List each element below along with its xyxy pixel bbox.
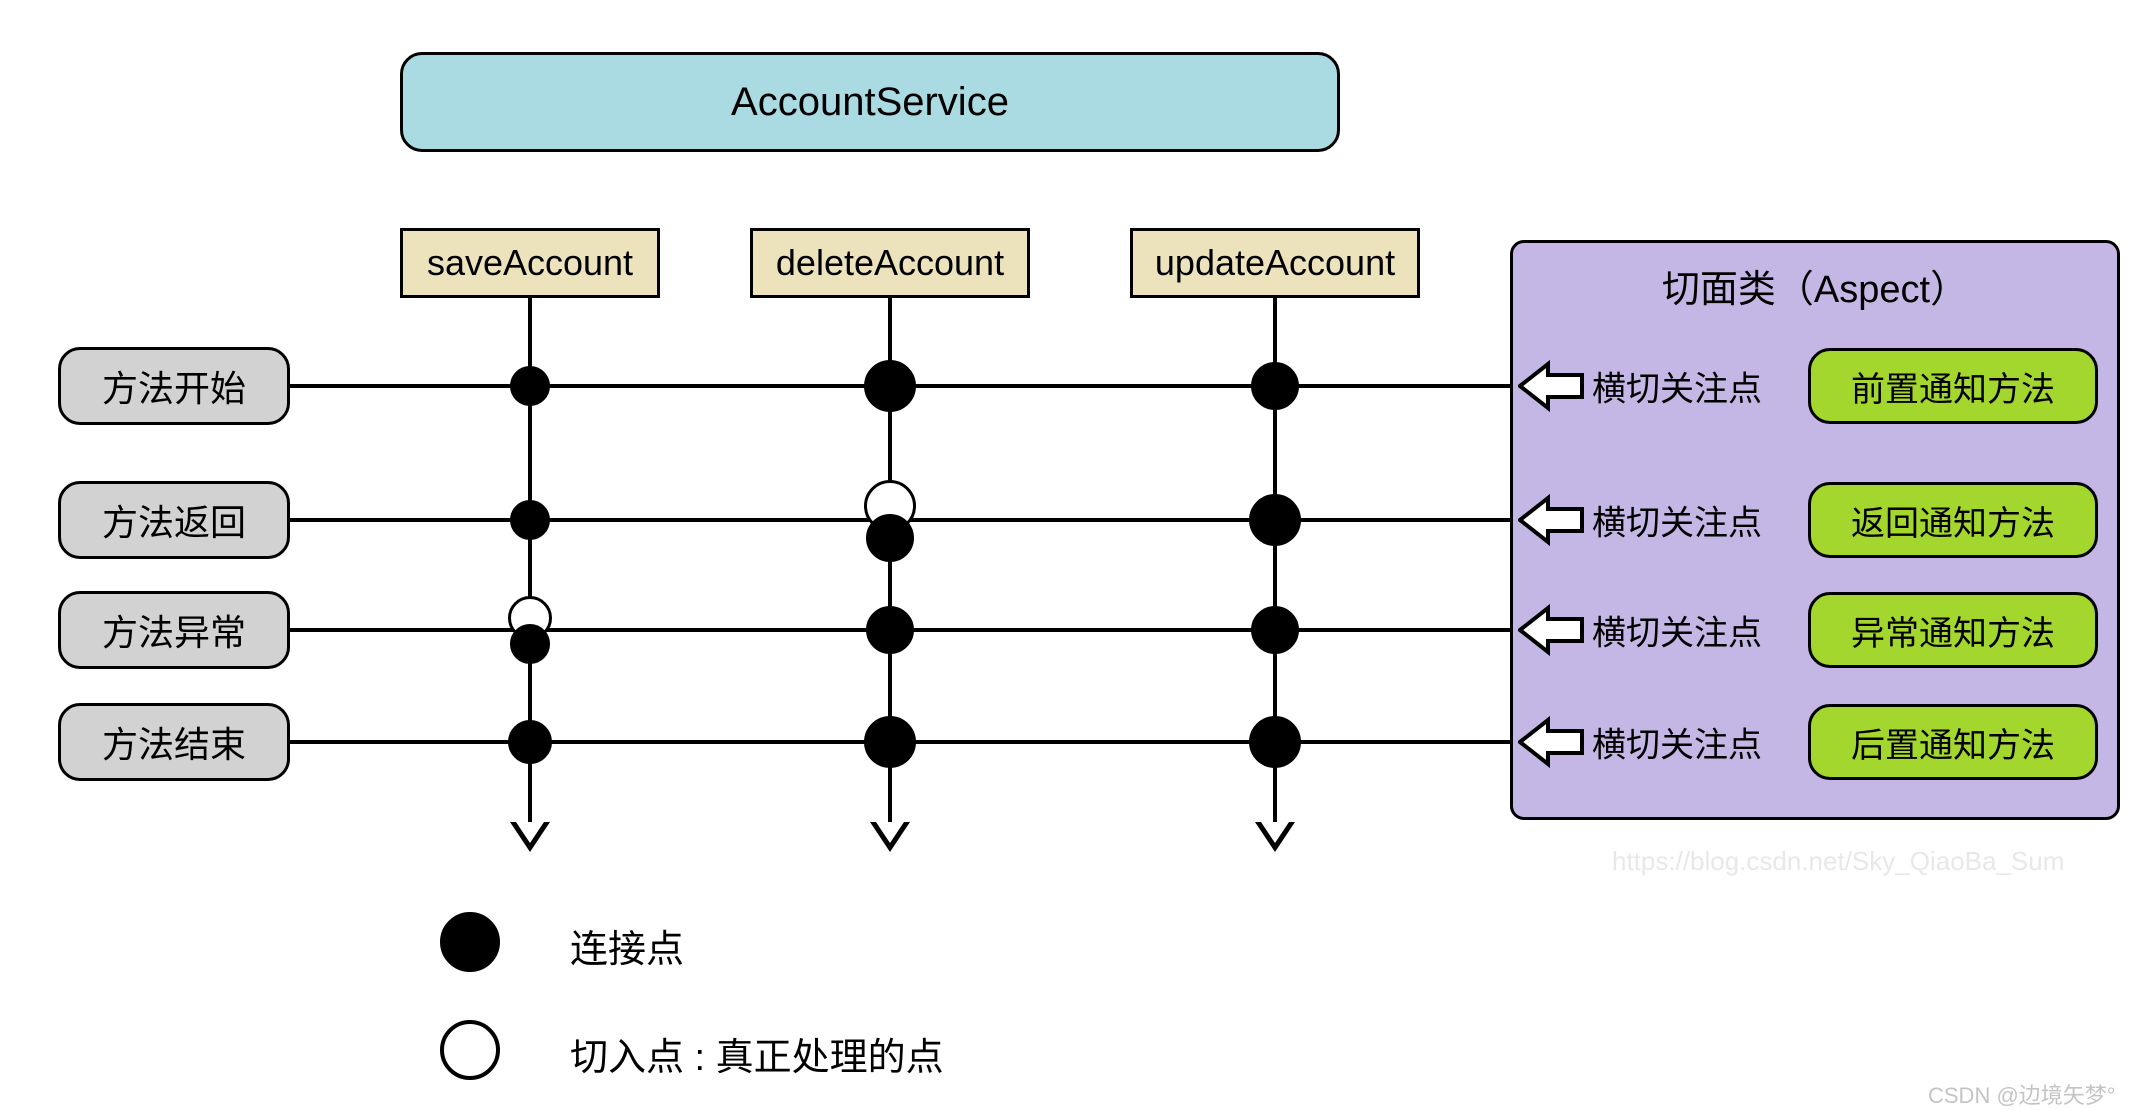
method-box-delete: deleteAccount	[750, 228, 1030, 298]
service-box: AccountService	[400, 52, 1340, 152]
advice-box-after: 后置通知方法	[1808, 704, 2098, 780]
advice-box-before: 前置通知方法	[1808, 348, 2098, 424]
advice-box-returning: 返回通知方法	[1808, 482, 2098, 558]
joinpoint-dot	[864, 360, 916, 412]
phase-box-except: 方法异常	[58, 591, 290, 669]
joinpoint-dot	[1251, 362, 1299, 410]
concern-arrow-return	[1518, 494, 1584, 546]
watermark-author: CSDN @边境矢梦°	[1928, 1078, 2116, 1110]
concern-arrow-start	[1518, 360, 1584, 412]
legend-label-empty: 切入点 : 真正处理的点	[570, 1026, 944, 1081]
concern-label-end: 横切关注点	[1592, 718, 1762, 767]
concern-label-except: 横切关注点	[1592, 606, 1762, 655]
watermark-url: https://blog.csdn.net/Sky_QiaoBa_Sum	[1612, 846, 2064, 877]
advice-box-throwing: 异常通知方法	[1808, 592, 2098, 668]
diagram-canvas: AccountService saveAccount deleteAccount up…	[0, 0, 2149, 1108]
joinpoint-dot	[1249, 716, 1301, 768]
lane-arrow-delete	[870, 822, 910, 852]
phase-box-start: 方法开始	[58, 347, 290, 425]
lane-arrow-update	[1255, 822, 1295, 852]
method-box-save: saveAccount	[400, 228, 660, 298]
legend-label-filled: 连接点	[570, 918, 684, 973]
joinpoint-dot-extra	[510, 624, 550, 664]
phase-box-return: 方法返回	[58, 481, 290, 559]
joinpoint-dot-extra	[866, 514, 914, 562]
phase-box-end: 方法结束	[58, 703, 290, 781]
joinpoint-dot	[864, 716, 916, 768]
joinpoint-dot	[1249, 494, 1301, 546]
joinpoint-dot	[510, 366, 550, 406]
lane-arrow-save	[510, 822, 550, 852]
method-box-update: updateAccount	[1130, 228, 1420, 298]
joinpoint-dot	[1251, 606, 1299, 654]
concern-label-return: 横切关注点	[1592, 496, 1762, 545]
joinpoint-dot	[510, 500, 550, 540]
legend-dot-filled	[440, 912, 500, 972]
concern-arrow-end	[1518, 716, 1584, 768]
legend-dot-empty	[440, 1020, 500, 1080]
aspect-title: 切面类（Aspect）	[1510, 258, 2120, 313]
joinpoint-dot	[508, 720, 552, 764]
joinpoint-dot	[866, 606, 914, 654]
concern-label-start: 横切关注点	[1592, 362, 1762, 411]
concern-arrow-except	[1518, 604, 1584, 656]
